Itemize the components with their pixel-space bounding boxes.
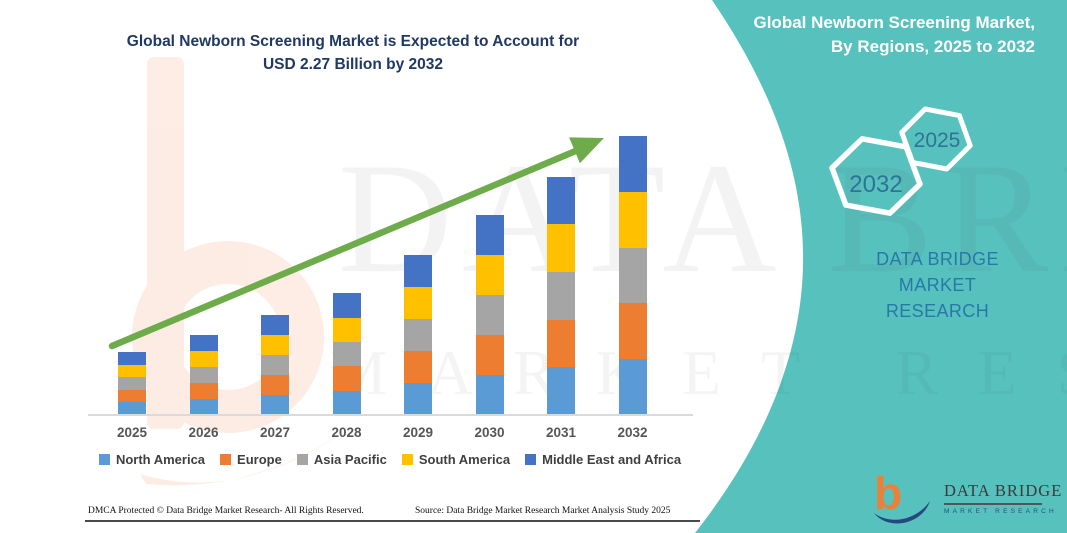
bottom-divider-line [85, 520, 700, 522]
legend-item-asia-pacific: Asia Pacific [296, 452, 387, 467]
svg-text:b: b [874, 469, 902, 519]
bar-segment-2025-south-america [118, 364, 146, 378]
source-note: Source: Data Bridge Market Research Mark… [415, 506, 671, 516]
bar-segment-2032-middle-east-and-africa [618, 136, 647, 192]
bar-segment-2028-europe [332, 366, 361, 391]
stacked-bar-2032 [618, 136, 647, 415]
panel-brand-text: DATA BRIDGE MARKET RESEARCH [840, 246, 1035, 324]
bar-segment-2025-asia-pacific [118, 377, 146, 390]
dbmr-logo-rule [944, 503, 1042, 505]
chart-title-line2: USD 2.27 Billion by 2032 [262, 56, 444, 73]
legend-item-south-america: South America [401, 452, 511, 467]
dbmr-logo-icon: b [872, 467, 934, 527]
hexagon-2025-outline [899, 106, 973, 172]
dbmr-logo: b DATA BRIDGE MARKET RESEARCH [872, 467, 1061, 528]
hexagon-2025-label: 2025 [914, 129, 961, 152]
dmca-disclaimer: DMCA Protected © Data Bridge Market Rese… [88, 506, 364, 516]
bar-segment-2029-europe [404, 351, 432, 384]
legend-swatch [296, 454, 308, 465]
bar-segment-2029-north-america [404, 383, 432, 415]
legend-label: Middle East and Africa [542, 452, 682, 467]
x-axis-label-2027: 2027 [259, 425, 291, 440]
legend-item-middle-east-and-africa: Middle East and Africa [525, 452, 681, 467]
legend-label: North America [115, 452, 206, 467]
x-axis-label-2028: 2028 [331, 425, 362, 440]
legend-swatch [220, 454, 232, 465]
panel-brand-line1: DATA BRIDGE MARKET [876, 249, 999, 295]
bar-segment-2026-europe [189, 383, 218, 399]
x-axis-label-2031: 2031 [545, 425, 577, 440]
x-axis-label-2032: 2032 [617, 425, 648, 440]
bar-segment-2026-south-america [189, 351, 218, 368]
bar-segment-2031-north-america [547, 367, 575, 415]
chart-title-line1: Global Newborn Screening Market is Expec… [126, 33, 580, 50]
chart-title: Global Newborn Screening Market is Expec… [58, 30, 648, 76]
bar-segment-2032-north-america [618, 359, 647, 415]
legend-swatch [98, 454, 110, 465]
x-axis-label-2029: 2029 [402, 425, 434, 440]
bar-segment-2025-middle-east-and-africa [118, 352, 146, 365]
bar-segment-2032-europe [618, 303, 647, 360]
bar-segment-2027-europe [261, 375, 289, 396]
bar-segment-2026-north-america [189, 398, 218, 415]
panel-heading-line2: By Regions, 2025 to 2032 [830, 36, 1035, 56]
legend: North America Europe Asia Pacific South Ame… [85, 452, 695, 467]
panel-heading-line1: Global Newborn Screening Market, [753, 13, 1035, 32]
x-axis-label-2026: 2026 [188, 425, 219, 440]
legend-label: Asia Pacific [313, 452, 387, 467]
bar-segment-2026-asia-pacific [189, 367, 218, 384]
bar-segment-2025-europe [118, 389, 146, 403]
dbmr-logo-subtitle: MARKET RESEARCH [944, 507, 1057, 515]
panel-heading: Global Newborn Screening Market, By Regi… [705, 11, 1035, 58]
legend-label: South America [418, 452, 511, 467]
bar-segment-2032-asia-pacific [618, 247, 647, 304]
bar-segment-2028-north-america [332, 390, 361, 415]
x-axis-line [88, 414, 693, 416]
panel-brand-line2: RESEARCH [885, 301, 990, 321]
bar-segment-2027-north-america [261, 395, 289, 415]
hexagon-2032-outline [829, 136, 923, 216]
legend-swatch [525, 454, 537, 465]
bar-segment-2032-south-america [618, 191, 647, 248]
legend-swatch [401, 454, 413, 465]
dbmr-logo-name: DATA BRIDGE [944, 481, 1063, 501]
hexagon-2032-label: 2032 [849, 171, 902, 198]
stacked-bar-2025 [118, 352, 146, 415]
legend-label: Europe [237, 452, 282, 467]
legend-item-north-america: North America [98, 452, 206, 467]
bar-segment-2027-asia-pacific [261, 355, 289, 376]
dbmr-logo-text: DATA BRIDGE MARKET RESEARCH [944, 481, 1062, 515]
legend-item-europe: Europe [220, 452, 282, 467]
bar-segment-2030-north-america [475, 374, 504, 415]
x-axis-label-2030: 2030 [474, 425, 505, 440]
x-axis-label-2025: 2025 [116, 425, 148, 440]
bar-segment-2025-north-america [118, 402, 146, 415]
